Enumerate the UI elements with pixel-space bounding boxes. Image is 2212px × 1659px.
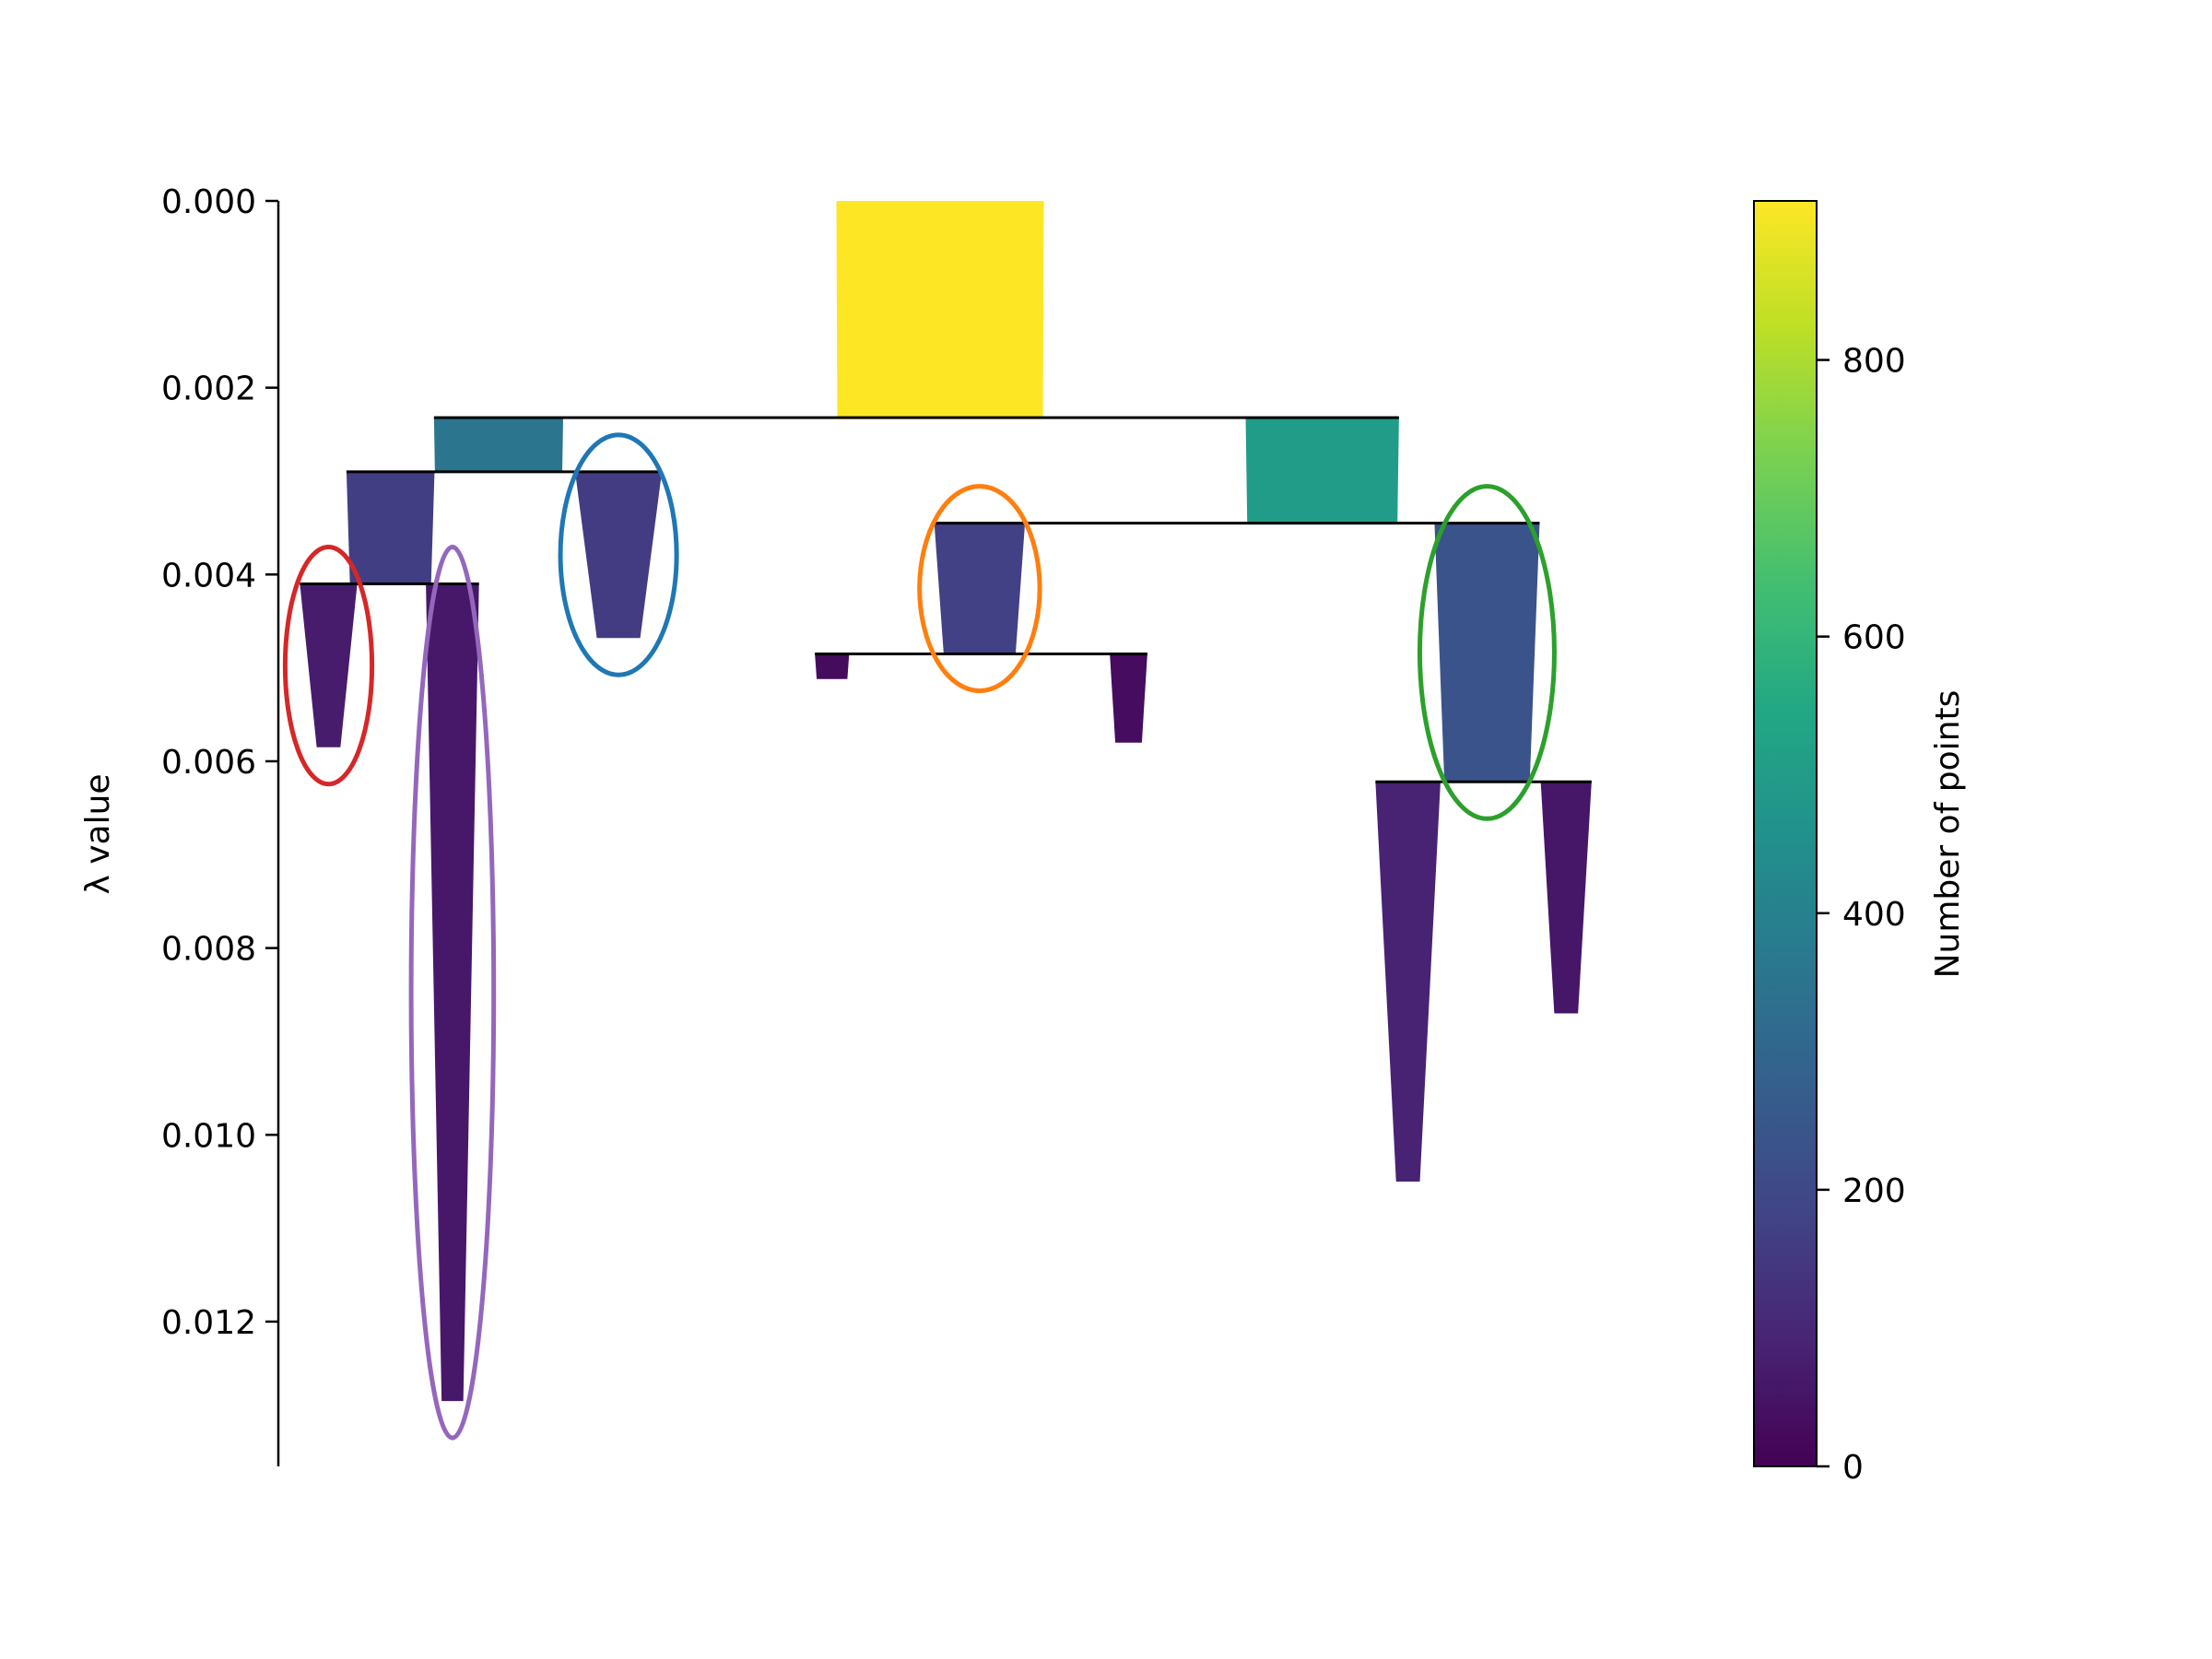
cluster-branch-B1 [934,523,1026,654]
cluster-branch-B2b [1540,782,1592,1014]
colorbar-ticks: 0 200 400 600 800 [1817,343,1906,1487]
colorbar-tick-label: 400 [1842,896,1906,934]
cluster-branch-B1b [1110,653,1147,743]
cluster-branch-B2 [1434,523,1540,782]
y-axis-label: λ value [79,773,117,894]
highlight-ellipse-A2 [558,432,679,677]
y-axis-ticks: 0.000 0.002 0.004 0.006 0.008 0.010 0.012 [161,183,278,1342]
y-axis: 0.000 0.002 0.004 0.006 0.008 0.010 0.012 λ va… [79,183,280,1466]
colorbar-tick-label: 800 [1842,343,1906,381]
cluster-branch-A [433,418,564,472]
colorbar-tick-label: 0 [1842,1449,1864,1487]
y-tick-label: 0.006 [161,744,256,782]
y-tick-label: 0.002 [161,371,256,408]
y-tick-label: 0.010 [161,1117,256,1155]
cluster-branch-A2 [575,471,663,639]
cluster-split-lines [300,416,1592,783]
cluster-branch-root [836,201,1044,418]
highlight-ellipse-B1 [917,484,1042,693]
colorbar-tick-label: 200 [1842,1172,1906,1210]
cluster-branch-A1a [300,583,358,747]
colorbar-tick-label: 600 [1842,619,1906,657]
cluster-branch-A1b [426,583,479,1402]
cluster-branch-B2a [1375,782,1441,1182]
highlight-ellipse-B2 [1417,484,1557,821]
plot-area [282,201,1592,1441]
colorbar: 0 200 400 600 800 Number of points [1753,200,1967,1487]
highlight-ellipse-A1a [282,544,375,787]
cluster-branch-B [1245,418,1399,524]
cluster-branches [300,201,1592,1402]
y-tick-label: 0.000 [161,183,256,221]
colorbar-gradient [1753,200,1818,1467]
cluster-branch-A1 [346,471,435,584]
selected-cluster-ellipses [282,432,1557,1441]
y-tick-label: 0.008 [161,931,256,969]
colorbar-label: Number of points [1929,690,1967,979]
highlight-ellipse-A1b [408,544,497,1441]
y-tick-label: 0.012 [161,1304,256,1342]
y-tick-label: 0.004 [161,557,256,594]
cluster-branch-B1a [815,653,850,679]
